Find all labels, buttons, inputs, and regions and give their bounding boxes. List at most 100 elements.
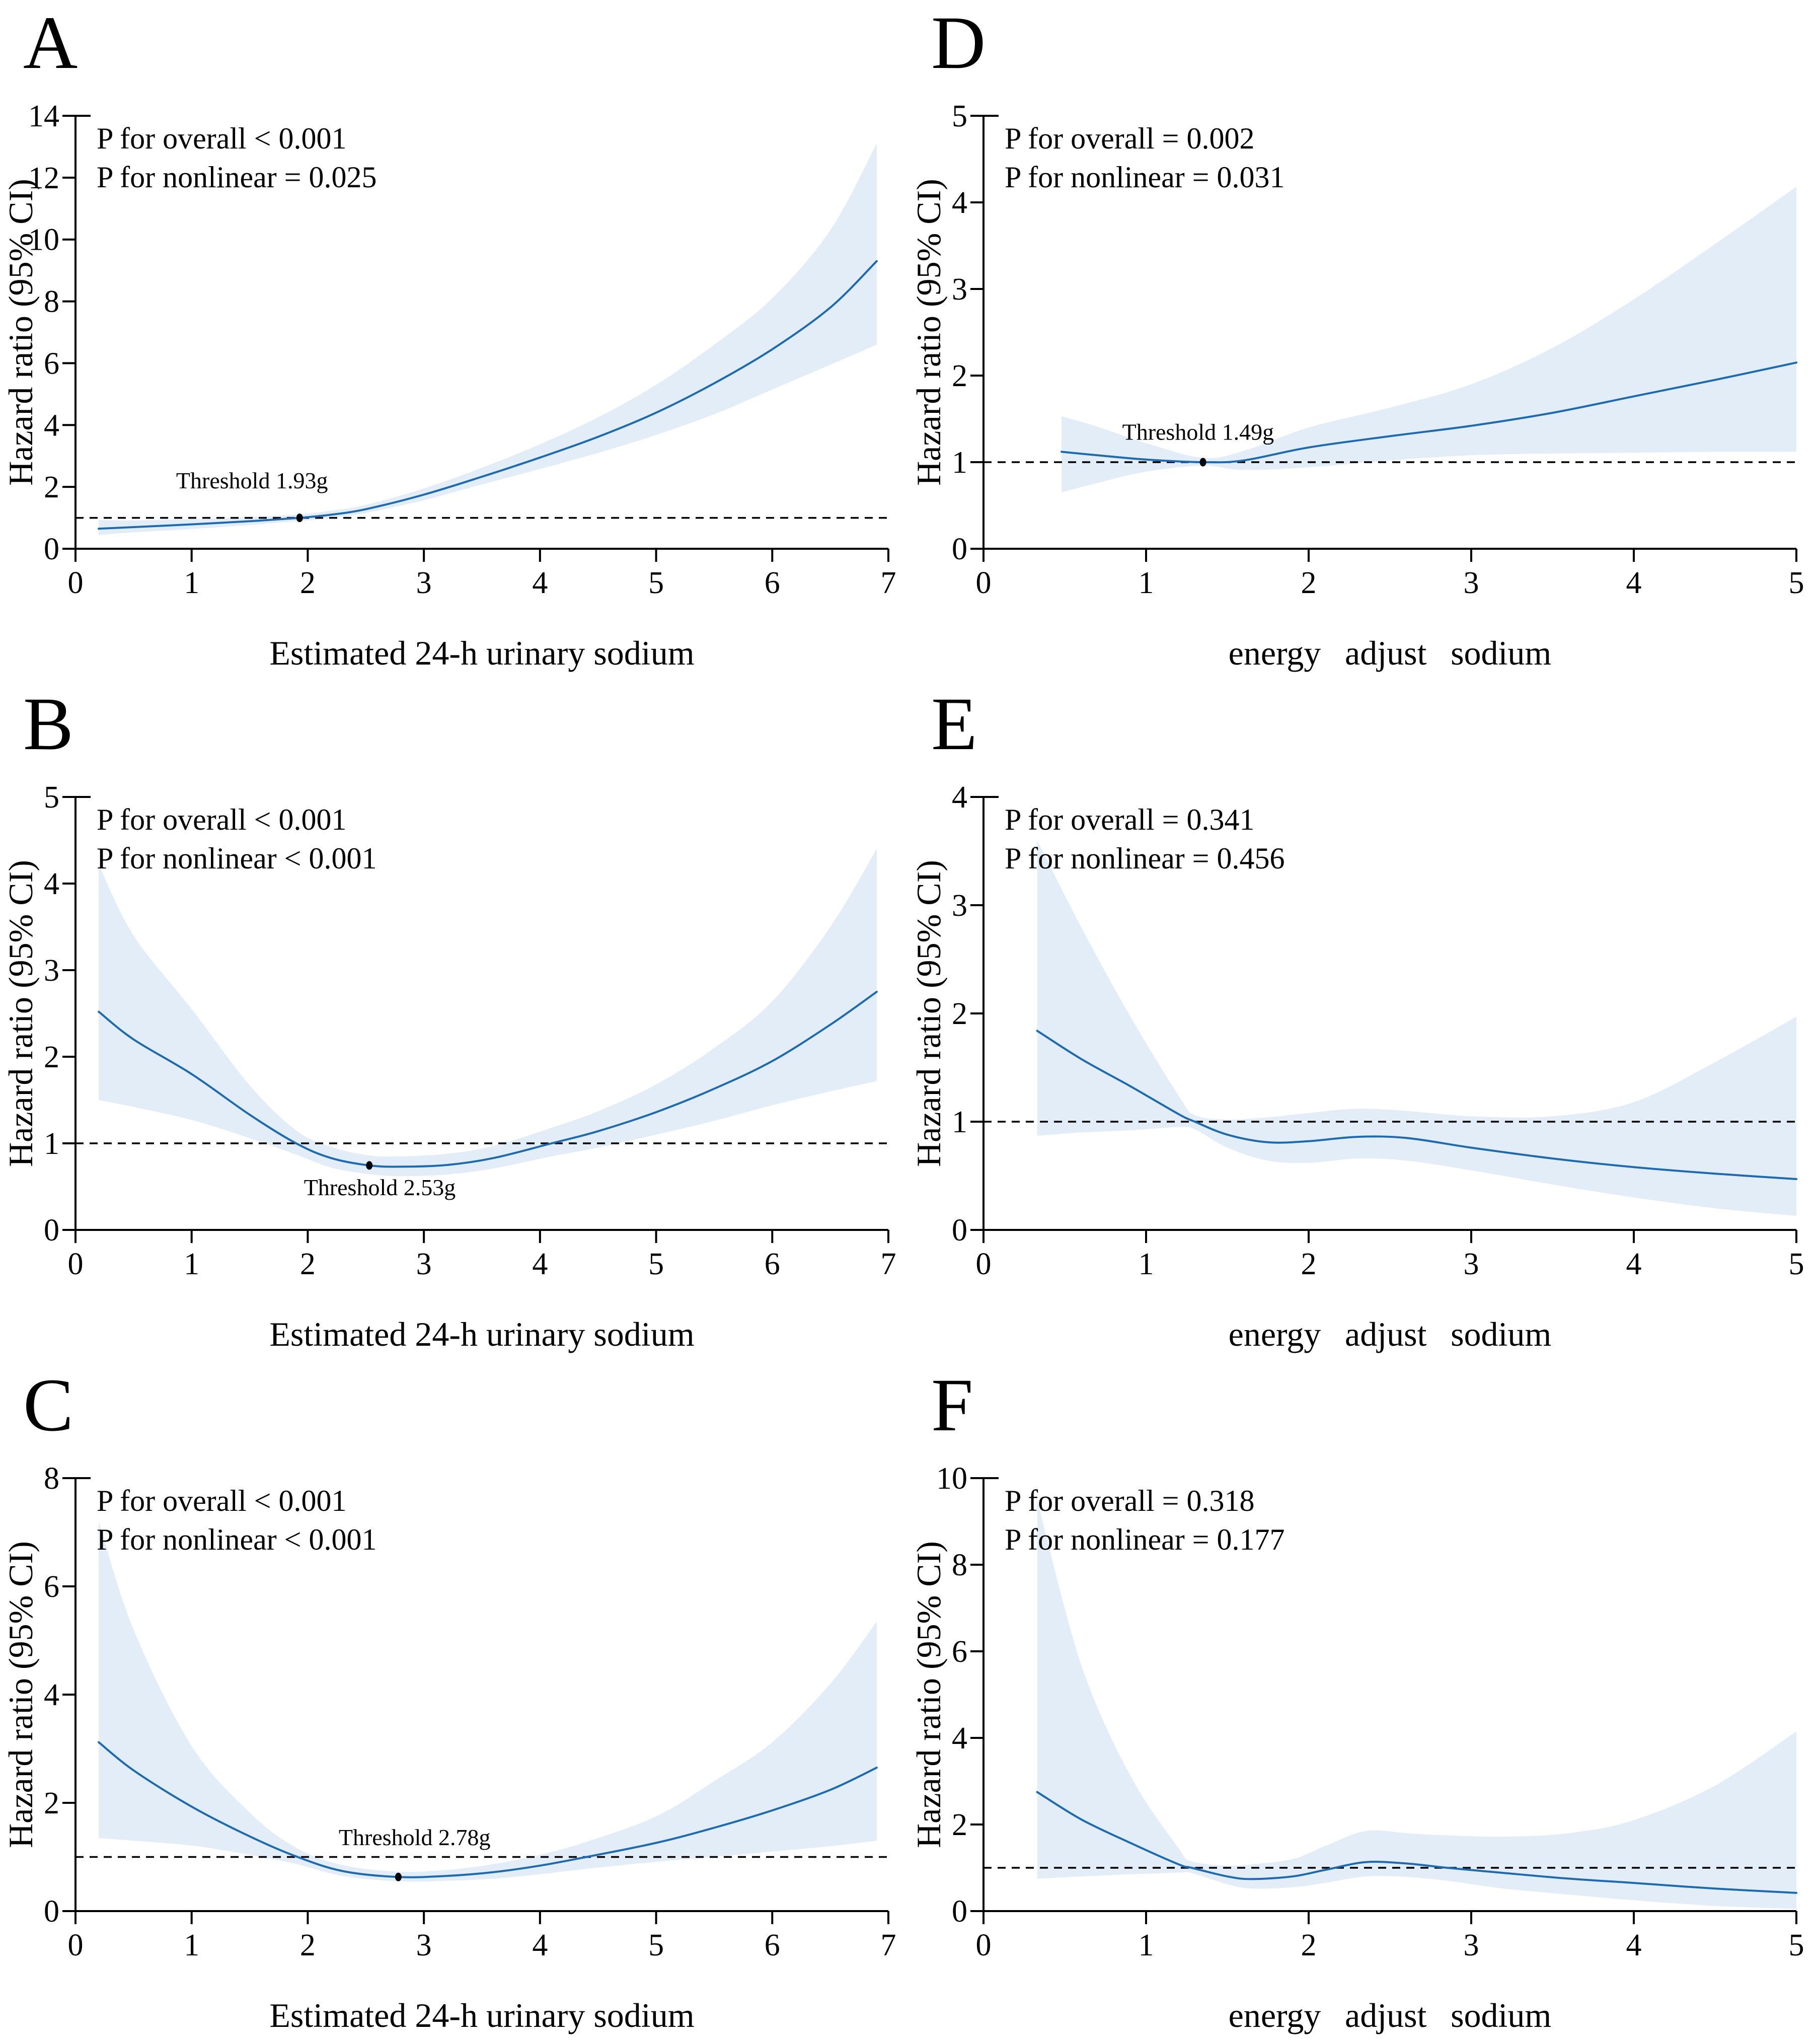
chart-c: 0 2 4 6 8 0 1 2 3 4 5 6 7 C P for overall < 0.001 P for… xyxy=(2,1363,896,2034)
p-overall-text: P for overall = 0.341 xyxy=(1005,803,1255,836)
p-overall-text: P for overall < 0.001 xyxy=(97,1484,347,1517)
y-tick-label: 2 xyxy=(952,1808,967,1842)
panel-b: 0 1 2 3 4 5 0 1 2 3 4 5 6 7 B P for overall < 0.001 P fo… xyxy=(0,681,908,1362)
ci-band xyxy=(1062,187,1796,493)
threshold-label: Threshold 1.93g xyxy=(176,468,328,493)
hazard-ratio-curve xyxy=(1061,361,1797,464)
p-nonlinear-text: P for nonlinear < 0.001 xyxy=(97,842,377,875)
x-tick-label: 5 xyxy=(648,566,664,600)
hazard-ratio-curve xyxy=(1036,1030,1797,1180)
x-axis-label: Estimated 24-h urinary sodium xyxy=(269,1996,694,2034)
y-tick-label: 6 xyxy=(44,346,59,381)
y-tick-label: 8 xyxy=(952,1548,967,1582)
x-tick-label: 7 xyxy=(881,1928,896,1962)
y-tick-label: 1 xyxy=(952,1105,967,1139)
threshold-dot xyxy=(296,514,303,523)
ci-band xyxy=(99,1521,877,1882)
x-tick-label: 3 xyxy=(416,1928,432,1962)
y-tick-label: 4 xyxy=(44,408,59,443)
y-tick-label: 0 xyxy=(952,1894,967,1929)
x-tick-label: 4 xyxy=(532,1928,548,1962)
x-tick-label: 7 xyxy=(881,566,896,600)
panel-letter: C xyxy=(23,1363,73,1447)
x-tick-label: 0 xyxy=(976,1928,992,1962)
p-nonlinear-text: P for nonlinear < 0.001 xyxy=(97,1523,377,1556)
x-tick-label: 0 xyxy=(976,566,992,600)
threshold-label: Threshold 1.49g xyxy=(1122,419,1274,445)
hazard-ratio-curve xyxy=(98,1741,878,1878)
x-tick-label: 1 xyxy=(1139,1247,1154,1281)
panel-letter: F xyxy=(931,1363,973,1447)
y-tick-label: 5 xyxy=(952,99,967,133)
x-tick-label: 3 xyxy=(416,566,432,600)
p-overall-text: P for overall = 0.318 xyxy=(1005,1484,1255,1517)
panel-d: 0 1 2 3 4 5 0 1 2 3 4 5 D P for overall = 0.002 P for … xyxy=(908,0,1816,681)
y-tick-label: 4 xyxy=(44,1678,59,1712)
x-tick-label: 5 xyxy=(1789,1247,1804,1281)
y-axis-label: Hazard ratio (95% CI) xyxy=(2,860,40,1167)
panel-letter: A xyxy=(23,1,78,85)
panel-letter: D xyxy=(931,1,986,85)
panel-letter: B xyxy=(23,682,73,766)
y-tick-label: 2 xyxy=(44,1040,59,1074)
chart-b: 0 1 2 3 4 5 0 1 2 3 4 5 6 7 B P for overall < 0.001 P fo… xyxy=(2,682,896,1353)
chart-d: 0 1 2 3 4 5 0 1 2 3 4 5 D P for overall = 0.002 P for … xyxy=(910,1,1804,672)
y-tick-label: 14 xyxy=(28,99,59,133)
panel-c: 0 2 4 6 8 0 1 2 3 4 5 6 7 C P for overall < 0.001 P for… xyxy=(0,1362,908,2043)
y-tick-label: 0 xyxy=(952,1213,967,1248)
x-tick-label: 4 xyxy=(1626,1928,1642,1962)
y-tick-label: 3 xyxy=(952,889,967,923)
y-tick-label: 5 xyxy=(44,780,59,815)
y-axis-label: Hazard ratio (95% CI) xyxy=(910,1541,948,1848)
x-tick-label: 2 xyxy=(1301,1247,1317,1281)
x-tick-label: 1 xyxy=(1139,566,1154,600)
y-tick-label: 12 xyxy=(28,161,59,195)
y-tick-label: 0 xyxy=(952,532,967,566)
ci-band xyxy=(1037,840,1796,1216)
y-tick-label: 10 xyxy=(936,1462,967,1496)
x-tick-label: 5 xyxy=(1789,566,1804,600)
y-axis-label: Hazard ratio (95% CI) xyxy=(2,179,40,486)
x-tick-label: 2 xyxy=(1301,566,1317,600)
y-tick-label: 2 xyxy=(952,359,967,393)
x-axis-label: energy adjust sodium xyxy=(1229,1996,1552,2034)
x-tick-label: 6 xyxy=(765,1928,780,1962)
x-axis-label: energy adjust sodium xyxy=(1229,634,1552,672)
x-tick-label: 0 xyxy=(68,1928,84,1962)
x-tick-label: 6 xyxy=(765,566,780,600)
hazard-ratio-curve xyxy=(98,991,878,1168)
x-tick-label: 7 xyxy=(881,1247,896,1281)
x-tick-label: 0 xyxy=(68,1247,84,1281)
x-tick-label: 2 xyxy=(300,1247,316,1281)
x-tick-label: 6 xyxy=(765,1247,780,1281)
y-tick-label: 4 xyxy=(952,1721,967,1756)
x-tick-label: 5 xyxy=(1789,1928,1804,1962)
x-tick-label: 5 xyxy=(648,1247,664,1281)
y-axis-label: Hazard ratio (95% CI) xyxy=(910,179,948,486)
hazard-ratio-curve xyxy=(1036,1791,1797,1894)
panel-f: 0 2 4 6 8 10 0 1 2 3 4 5 F P for overall = 0.318 P for… xyxy=(908,1362,1816,2043)
y-tick-label: 6 xyxy=(44,1570,59,1604)
x-tick-label: 1 xyxy=(1139,1928,1154,1962)
threshold-dot xyxy=(1199,458,1206,467)
y-tick-label: 3 xyxy=(44,954,59,988)
y-tick-label: 8 xyxy=(44,1462,59,1496)
x-tick-label: 4 xyxy=(532,1247,548,1281)
y-tick-label: 0 xyxy=(44,1213,59,1248)
y-tick-label: 0 xyxy=(44,532,59,566)
threshold-label: Threshold 2.53g xyxy=(304,1175,456,1200)
y-tick-label: 2 xyxy=(44,1786,59,1820)
y-tick-label: 2 xyxy=(952,997,967,1031)
threshold-dot xyxy=(366,1161,373,1170)
x-tick-label: 3 xyxy=(1464,1247,1479,1281)
chart-f: 0 2 4 6 8 10 0 1 2 3 4 5 F P for overall = 0.318 P for… xyxy=(910,1363,1804,2034)
y-tick-label: 0 xyxy=(44,1894,59,1929)
x-tick-label: 2 xyxy=(300,566,316,600)
x-tick-label: 3 xyxy=(1464,1928,1479,1962)
p-overall-text: P for overall < 0.001 xyxy=(97,122,347,155)
y-tick-label: 4 xyxy=(952,186,967,220)
x-tick-label: 1 xyxy=(184,566,199,600)
x-tick-label: 4 xyxy=(532,566,548,600)
y-tick-label: 3 xyxy=(952,272,967,307)
